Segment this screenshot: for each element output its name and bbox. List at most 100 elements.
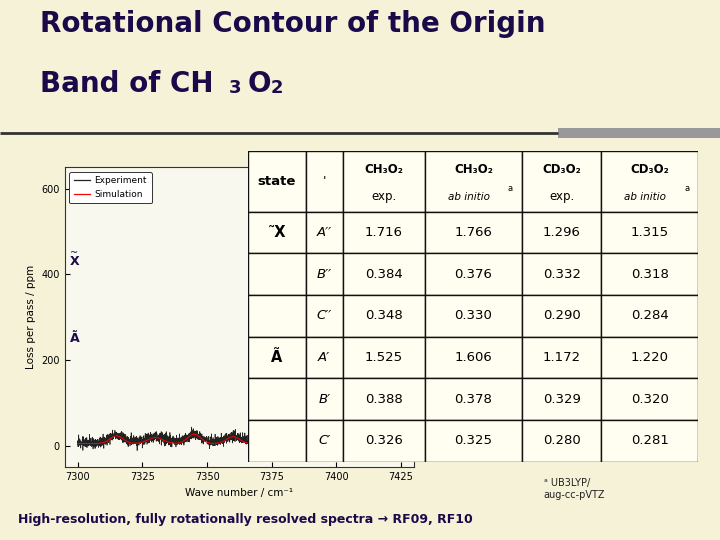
- Experiment: [212, 438, 220, 445]
- Text: 0.326: 0.326: [365, 434, 402, 447]
- Bar: [522, 212, 601, 253]
- Bar: [425, 212, 522, 253]
- Text: a: a: [508, 184, 513, 193]
- Experiment: [132, 447, 141, 454]
- Text: exp.: exp.: [372, 190, 397, 203]
- Simulation: [356, 440, 364, 447]
- Text: Rotational Contour of the Origin: Rotational Contour of the Origin: [40, 10, 545, 38]
- Bar: [305, 151, 343, 212]
- Bar: [425, 379, 522, 420]
- Bar: [305, 212, 343, 253]
- Legend: Experiment, Simulation: Experiment, Simulation: [69, 172, 152, 204]
- Experiment: [266, 414, 274, 420]
- Bar: [343, 337, 425, 379]
- Bar: [522, 295, 601, 337]
- Bar: [601, 379, 698, 420]
- Text: 1.315: 1.315: [631, 226, 669, 239]
- Bar: [522, 420, 601, 462]
- Bar: [248, 212, 305, 253]
- Text: 1.296: 1.296: [543, 226, 580, 239]
- Text: 0.376: 0.376: [454, 268, 492, 281]
- Text: A′: A′: [318, 351, 330, 364]
- Text: 1.525: 1.525: [365, 351, 403, 364]
- Experiment: [397, 437, 405, 444]
- Bar: [425, 295, 522, 337]
- Text: 0.325: 0.325: [454, 434, 492, 447]
- Bar: [425, 337, 522, 379]
- Experiment: [110, 432, 119, 438]
- Bar: [425, 253, 522, 295]
- Text: CD₃O₂: CD₃O₂: [631, 163, 670, 176]
- Text: 0.290: 0.290: [543, 309, 580, 322]
- Text: CH₃O₂: CH₃O₂: [454, 163, 492, 176]
- Line: Experiment: Experiment: [78, 417, 401, 450]
- Text: High-resolution, fully rotationally resolved spectra → RF09, RF10: High-resolution, fully rotationally reso…: [18, 514, 473, 526]
- Bar: [601, 151, 698, 212]
- Text: 0.388: 0.388: [365, 393, 402, 406]
- Bar: [343, 253, 425, 295]
- Bar: [601, 253, 698, 295]
- Bar: [305, 253, 343, 295]
- Bar: [305, 295, 343, 337]
- Text: ab initio: ab initio: [448, 192, 490, 201]
- Bar: [425, 151, 522, 212]
- Bar: [601, 212, 698, 253]
- Bar: [522, 379, 601, 420]
- Text: 0.330: 0.330: [454, 309, 492, 322]
- Bar: [248, 379, 305, 420]
- Text: 0.348: 0.348: [365, 309, 402, 322]
- Bar: [305, 337, 343, 379]
- Simulation: [390, 440, 399, 447]
- Text: 3: 3: [229, 79, 241, 97]
- Bar: [305, 420, 343, 462]
- X-axis label: Wave number / cm⁻¹: Wave number / cm⁻¹: [185, 488, 294, 497]
- Y-axis label: Loss per pass / ppm: Loss per pass / ppm: [26, 265, 36, 369]
- Experiment: [391, 440, 400, 446]
- Text: CH₃O₂: CH₃O₂: [364, 163, 403, 176]
- Text: 0.332: 0.332: [543, 268, 580, 281]
- Text: 1.606: 1.606: [454, 351, 492, 364]
- Bar: [248, 295, 305, 337]
- Text: Ã: Ã: [271, 350, 283, 365]
- Simulation: [130, 440, 138, 447]
- Simulation: [212, 440, 220, 447]
- Text: B′: B′: [318, 393, 330, 406]
- Text: X: X: [70, 255, 80, 268]
- Text: 0.329: 0.329: [543, 393, 580, 406]
- Text: 0.318: 0.318: [631, 268, 669, 281]
- Text: CD₃O₂: CD₃O₂: [542, 163, 581, 176]
- Bar: [248, 420, 305, 462]
- Text: 0.284: 0.284: [631, 309, 669, 322]
- Simulation: [266, 413, 274, 419]
- Text: 0.281: 0.281: [631, 434, 669, 447]
- Simulation: [197, 436, 206, 442]
- Text: state: state: [258, 175, 296, 188]
- Bar: [343, 379, 425, 420]
- Experiment: [356, 438, 364, 444]
- Bar: [425, 420, 522, 462]
- Simulation: [110, 433, 119, 440]
- Simulation: [397, 440, 405, 447]
- Text: B′′: B′′: [317, 268, 332, 281]
- Text: ': ': [323, 175, 326, 188]
- Text: 0.280: 0.280: [543, 434, 580, 447]
- Text: 0.320: 0.320: [631, 393, 669, 406]
- Bar: [248, 151, 305, 212]
- Text: C′: C′: [318, 434, 330, 447]
- Text: 2: 2: [271, 79, 283, 97]
- Text: 1.220: 1.220: [631, 351, 669, 364]
- Bar: [248, 253, 305, 295]
- Text: 1.716: 1.716: [365, 226, 403, 239]
- Bar: [343, 420, 425, 462]
- Text: ˜X: ˜X: [268, 225, 287, 240]
- Text: ~: ~: [70, 248, 78, 258]
- Bar: [522, 151, 601, 212]
- Bar: [305, 379, 343, 420]
- Text: ᵃ UB3LYP/
aug-cc-pVTZ: ᵃ UB3LYP/ aug-cc-pVTZ: [544, 478, 605, 500]
- Text: a: a: [684, 184, 689, 193]
- Bar: [248, 337, 305, 379]
- Experiment: [73, 438, 82, 444]
- Bar: [343, 151, 425, 212]
- Bar: [601, 295, 698, 337]
- Bar: [522, 337, 601, 379]
